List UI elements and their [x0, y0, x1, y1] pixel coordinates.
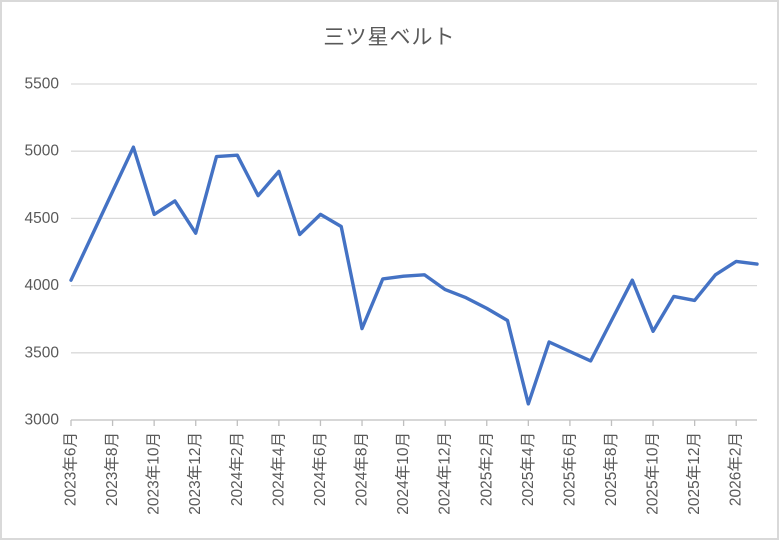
- x-axis-label: 2024年8月: [353, 432, 371, 506]
- y-axis-label: 5500: [25, 76, 60, 93]
- x-axis-label: 2025年6月: [560, 432, 578, 506]
- y-axis-label: 3500: [25, 344, 60, 361]
- x-axis-ticks: [70, 420, 737, 426]
- x-axis-label: 2024年10月: [394, 432, 412, 515]
- x-axis-label: 2025年2月: [477, 432, 495, 506]
- x-axis-label: 2025年4月: [519, 432, 537, 506]
- y-axis-label: 4000: [25, 277, 60, 294]
- y-axis-label: 3000: [25, 412, 60, 429]
- x-axis-label: 2024年6月: [311, 432, 329, 506]
- price-line-series: [69, 145, 759, 406]
- chart-title: 三ツ星ベルト: [323, 26, 456, 49]
- y-axis-labels: 3000 3500 4000 4500 5000 5500: [25, 76, 60, 429]
- x-axis-label: 2025年10月: [644, 432, 662, 515]
- x-axis-label: 2023年10月: [145, 432, 163, 515]
- x-axis-label: 2025年12月: [685, 432, 703, 515]
- x-axis-label: 2024年2月: [228, 432, 246, 506]
- x-axis-label: 2024年4月: [269, 432, 287, 506]
- x-axis-label: 2024年12月: [436, 432, 454, 515]
- x-axis-labels: 2023年6月 2023年8月 2023年10月 2023年12月 2024年2月 202…: [62, 432, 745, 515]
- x-axis-label: 2023年12月: [186, 432, 204, 515]
- x-axis-label: 2023年8月: [103, 432, 121, 506]
- y-axis-label: 4500: [25, 210, 60, 227]
- x-axis-label: 2025年8月: [602, 432, 620, 506]
- y-axis-label: 5000: [25, 143, 60, 160]
- gridlines: [71, 83, 757, 354]
- x-axis-label: 2026年2月: [727, 432, 745, 506]
- x-axis-label: 2023年6月: [62, 432, 80, 506]
